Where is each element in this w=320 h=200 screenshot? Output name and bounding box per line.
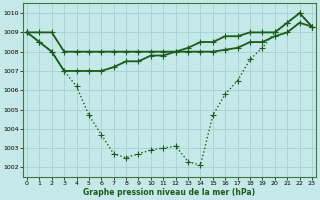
X-axis label: Graphe pression niveau de la mer (hPa): Graphe pression niveau de la mer (hPa) xyxy=(84,188,256,197)
